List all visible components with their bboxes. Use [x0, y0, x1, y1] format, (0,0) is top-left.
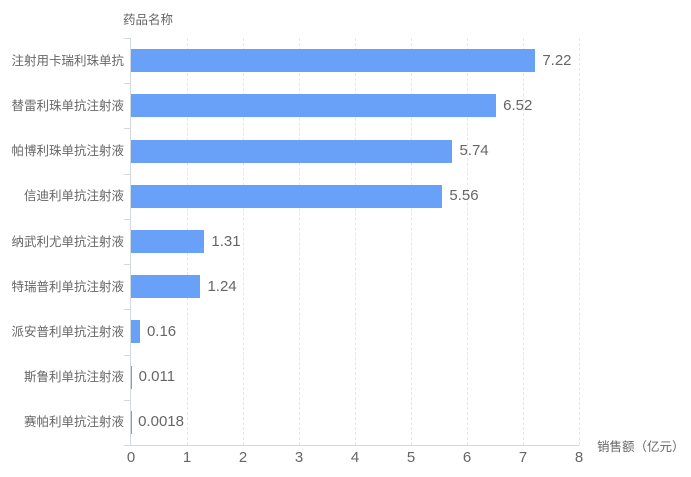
y-axis-tick [124, 128, 130, 130]
x-tick-label: 3 [294, 449, 304, 466]
gridline [523, 38, 524, 445]
x-tick-label: 6 [462, 449, 472, 466]
x-tick-label: 1 [182, 449, 192, 466]
bar-value-label: 5.56 [449, 187, 479, 205]
gridline [579, 38, 580, 445]
y-axis-tick [124, 445, 130, 446]
bar-value-label: 1.24 [207, 277, 237, 295]
plot-area [124, 38, 580, 446]
y-axis-title: 药品名称 [123, 13, 174, 27]
bar-value-label: 1.31 [211, 232, 241, 250]
bar-value-label: 6.52 [503, 96, 533, 114]
gridline [243, 38, 244, 445]
y-axis-tick [124, 38, 130, 39]
x-tick-label: 7 [518, 449, 528, 466]
bar-8[interactable] [131, 365, 132, 389]
category-label: 替雷利珠单抗注射液 [11, 98, 124, 113]
y-axis-tick [124, 354, 130, 356]
gridline [299, 38, 300, 445]
y-axis-tick [124, 309, 130, 311]
bar-value-label: 0.0018 [138, 413, 184, 431]
x-tick-label: 2 [238, 449, 248, 466]
y-axis-tick [124, 173, 130, 175]
category-label: 派安普利单抗注射液 [11, 324, 124, 339]
bar-5[interactable] [131, 230, 205, 253]
category-label: 信迪利单抗注射液 [23, 189, 124, 204]
y-axis-tick [124, 399, 130, 401]
gridline [467, 38, 468, 445]
bar-value-label: 5.74 [459, 142, 489, 160]
gridline [411, 38, 412, 445]
x-tick-label: 8 [574, 449, 584, 466]
x-axis-title: 销售额（亿元） [597, 440, 685, 454]
category-label: 斯鲁利单抗注射液 [23, 370, 124, 385]
y-axis-tick [124, 218, 130, 220]
bar-3[interactable] [131, 139, 453, 163]
bar-1[interactable] [131, 49, 536, 73]
y-axis-tick [124, 83, 130, 85]
bar-4[interactable] [131, 184, 443, 208]
bar-value-label: 0.011 [138, 368, 176, 386]
category-label: 纳武利尤单抗注射液 [11, 234, 124, 249]
category-label: 赛帕利单抗注射液 [23, 415, 124, 430]
gridline [355, 38, 356, 445]
bar-7[interactable] [131, 320, 140, 344]
category-label: 注射用卡瑞利珠单抗 [11, 53, 124, 68]
x-tick-label: 4 [350, 449, 360, 466]
bar-value-label: 7.22 [542, 51, 572, 69]
category-label: 特瑞普利单抗注射液 [11, 279, 124, 294]
x-tick-label: 0 [126, 449, 136, 466]
x-tick-label: 5 [406, 449, 416, 466]
y-axis-tick [124, 264, 130, 266]
bar-2[interactable] [131, 94, 497, 118]
bar-value-label: 0.16 [146, 322, 177, 340]
bar-6[interactable] [131, 275, 201, 299]
category-label: 帕博利珠单抗注射液 [11, 144, 124, 159]
